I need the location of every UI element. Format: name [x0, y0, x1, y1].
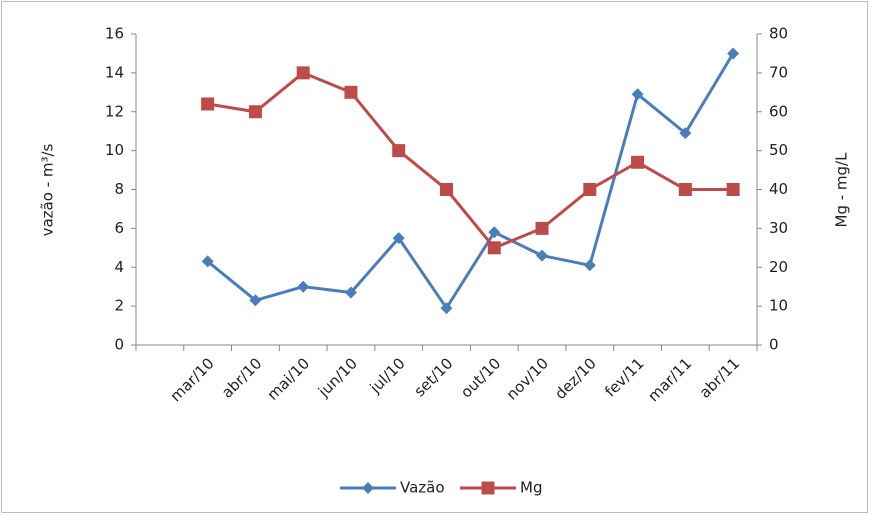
y2-tick-label: 30: [769, 219, 788, 237]
y-tick-label: 4: [114, 258, 124, 276]
y-tick-label: 0: [114, 336, 124, 354]
series-line: [206, 52, 735, 311]
y2-tick-label: 0: [769, 336, 779, 354]
y2-tick-label: 50: [769, 141, 788, 159]
y2-axis-label: Mg - mg/L: [833, 152, 851, 228]
data-point: [248, 105, 262, 119]
y2-tick-label: 10: [769, 297, 788, 315]
data-point: [535, 221, 549, 235]
legend-marker: [481, 481, 495, 495]
y2-tick-label: 20: [769, 258, 788, 276]
legend-label: Mg: [520, 479, 542, 497]
y2-tick-label: 40: [769, 180, 788, 198]
data-point: [679, 127, 692, 140]
y-tick-label: 14: [105, 63, 124, 81]
data-point: [583, 183, 597, 196]
data-point: [678, 183, 692, 196]
data-point: [392, 144, 406, 158]
data-point: [631, 88, 644, 101]
y-axis-label: vazão - m³/s: [39, 143, 57, 236]
data-point: [249, 294, 262, 307]
data-point: [297, 280, 310, 293]
data-point: [440, 302, 453, 315]
data-point: [487, 241, 501, 255]
data-point: [201, 97, 215, 111]
data-point: [440, 183, 453, 196]
y2-tick-label: 80: [769, 25, 788, 43]
y2-tick-label: 70: [769, 63, 788, 81]
y-tick-label: 2: [114, 297, 124, 315]
y-tick-label: 6: [114, 219, 124, 237]
y2-tick-label: 60: [769, 102, 788, 120]
y-tick-label: 16: [105, 25, 124, 43]
data-point: [344, 85, 358, 99]
data-point: [201, 255, 214, 268]
data-point: [727, 47, 740, 60]
series-line: [207, 71, 734, 250]
y-tick-label: 8: [114, 180, 124, 198]
data-point: [296, 66, 310, 80]
legend-marker: [362, 482, 374, 494]
y-tick-label: 12: [105, 102, 124, 120]
y-tick-label: 10: [105, 141, 124, 159]
data-point: [344, 286, 357, 299]
data-point: [536, 249, 549, 262]
data-point: [726, 183, 740, 196]
data-point: [583, 259, 596, 272]
data-point: [488, 226, 501, 239]
legend-label: Vazão: [400, 479, 445, 497]
data-point: [631, 155, 645, 169]
data-point: [392, 232, 405, 245]
